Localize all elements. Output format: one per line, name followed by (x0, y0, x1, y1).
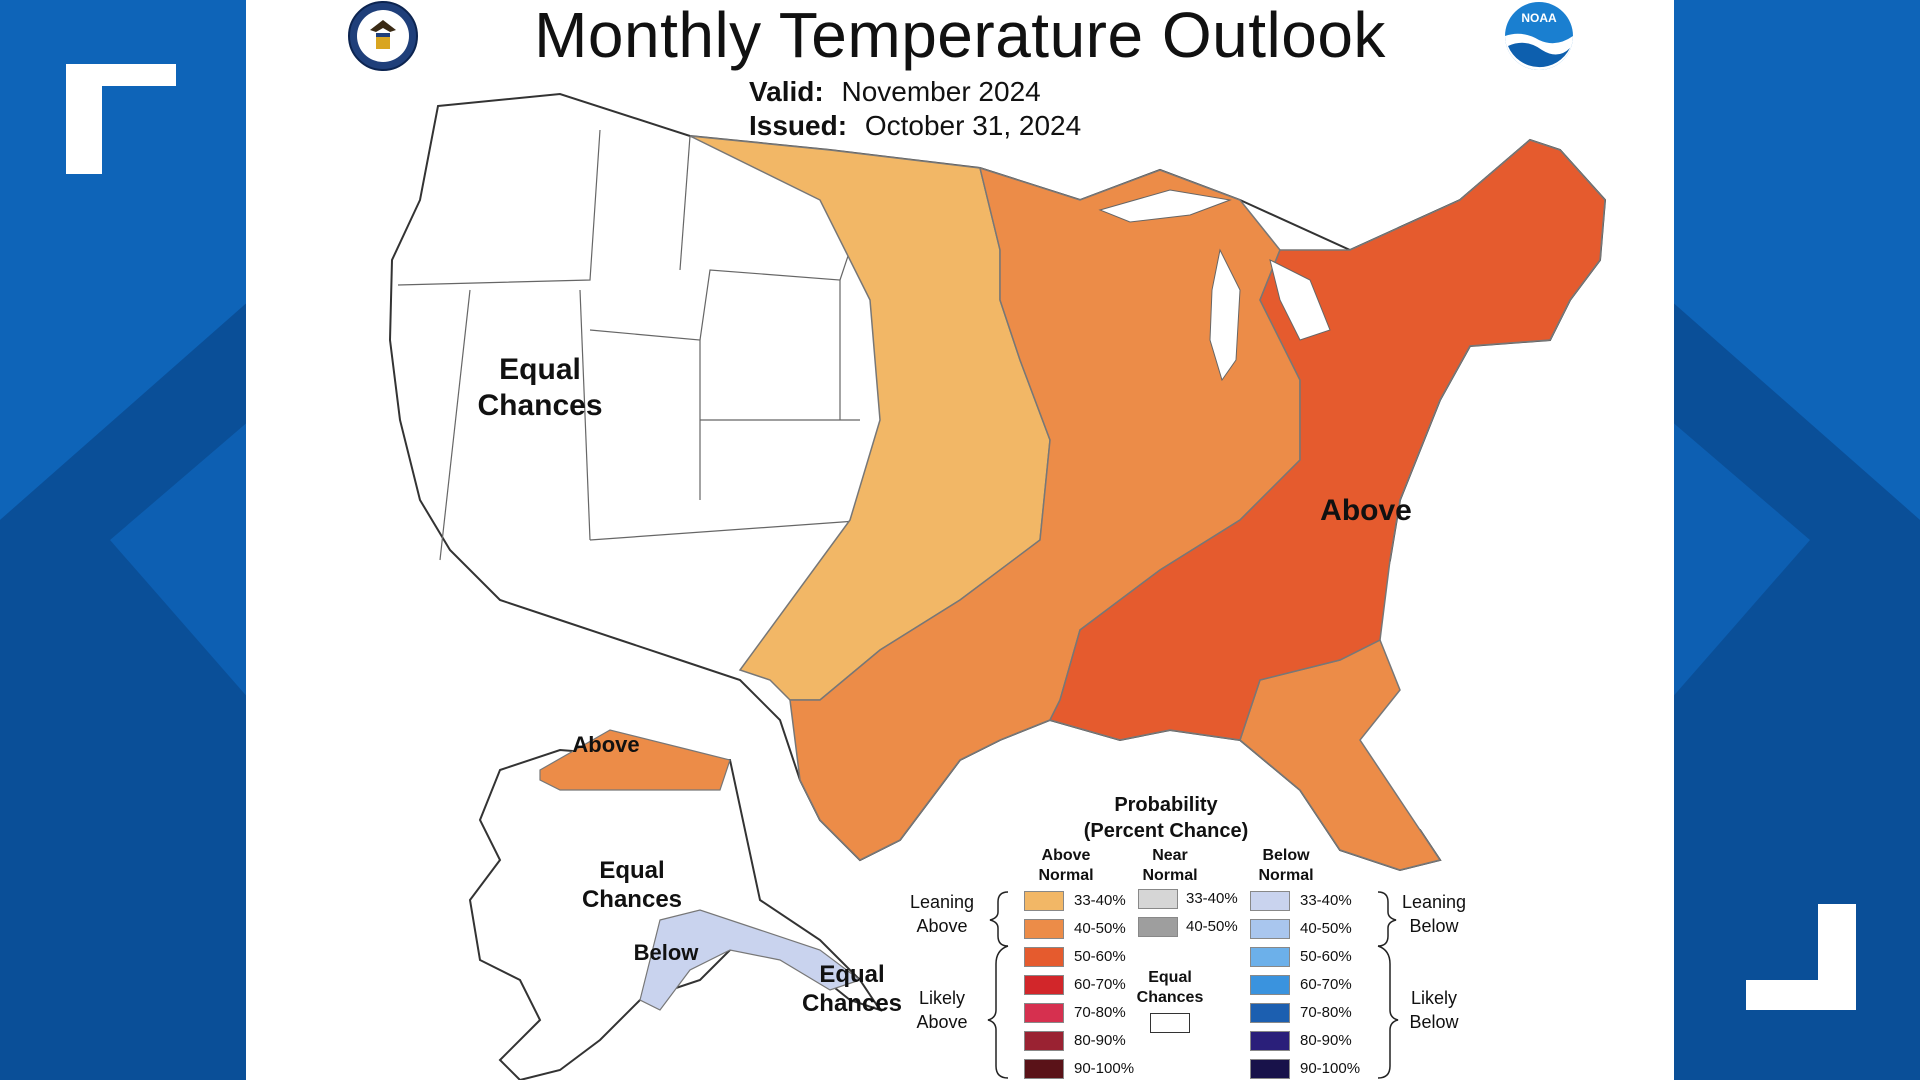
legend-equal-line2: Chances (1136, 989, 1204, 1006)
label-equal-chances-west: Equal Chances (460, 352, 620, 424)
valid-line: Valid: November 2024 (749, 76, 1041, 108)
legend-title: Probability (Percent Chance) (1066, 792, 1266, 844)
label-below-80-90: 80-90% (1300, 1032, 1352, 1049)
swatch-below-70-80 (1250, 1003, 1290, 1023)
swatch-below-90-100 (1250, 1059, 1290, 1079)
label-above-90-100: 90-100% (1074, 1060, 1135, 1077)
equal-chances-west-line2: Chances (477, 389, 603, 422)
noaa-logo-text: NOAA (1521, 11, 1557, 25)
outlook-panel: NOAA Monthly Temperature Outlook Valid: … (246, 0, 1674, 1080)
leaning-above-line2: Above (916, 916, 968, 936)
label-below-60-70: 60-70% (1300, 976, 1352, 993)
alaska-below-region (639, 909, 862, 1011)
corner-bracket-top-left-vertical (66, 64, 102, 174)
swatch-below-80-90 (1250, 1031, 1290, 1051)
commerce-seal-icon (348, 1, 418, 71)
se-equal-line2: Chances (801, 990, 903, 1017)
outlook-map (388, 92, 1607, 1080)
lake-superior (1098, 189, 1232, 223)
label-below-70-80: 70-80% (1300, 1004, 1352, 1021)
legend-title-line1: Probability (1114, 794, 1218, 816)
swatch-near-40-50 (1138, 917, 1178, 937)
legend-equal-chances: Equal Chances (1130, 968, 1210, 1008)
label-above-33-40: 33-40% (1074, 892, 1126, 909)
legend-leaning-above: Leaning Above (902, 890, 982, 938)
label-above-80-90: 80-90% (1074, 1032, 1126, 1049)
likely-above-line2: Above (916, 1012, 968, 1032)
likely-below-line1: Likely (1410, 988, 1458, 1008)
swatch-above-50-60 (1024, 947, 1064, 967)
col-below-line1: Below (1262, 847, 1310, 864)
swatch-above-60-70 (1024, 975, 1064, 995)
label-below-33-40: 33-40% (1300, 892, 1352, 909)
leaning-below-line1: Leaning (1401, 892, 1467, 912)
issued-line: Issued: October 31, 2024 (749, 110, 1081, 142)
right-background (1670, 0, 1920, 1080)
leaning-below-line2: Below (1409, 916, 1459, 936)
ak-equal-line1: Equal (599, 857, 665, 884)
label-above-60-70: 60-70% (1074, 976, 1126, 993)
legend-likely-above: Likely Above (902, 986, 982, 1034)
swatch-below-40-50 (1250, 919, 1290, 939)
legend-leaning-below: Leaning Below (1394, 890, 1474, 938)
noaa-logo-icon: NOAA (1505, 2, 1573, 70)
label-above-70-80: 70-80% (1074, 1004, 1126, 1021)
issued-value: October 31, 2024 (864, 110, 1082, 141)
label-above-40-50: 40-50% (1074, 920, 1126, 937)
left-background (0, 0, 250, 1080)
legend-braces (987, 891, 1399, 1079)
swatch-above-33-40 (1024, 891, 1064, 911)
swatch-below-33-40 (1250, 891, 1290, 911)
label-below-alaska: Below (633, 940, 699, 965)
swatch-above-90-100 (1024, 1059, 1064, 1079)
legend-col-above: Above Normal (1026, 846, 1106, 886)
swatch-below-50-60 (1250, 947, 1290, 967)
swatch-above-80-90 (1024, 1031, 1064, 1051)
lake-huron-erie (1269, 259, 1331, 341)
swatch-above-70-80 (1024, 1003, 1064, 1023)
alaska-above-region (539, 729, 731, 791)
col-near-line1: Near (1152, 847, 1188, 864)
col-near-line2: Normal (1142, 867, 1198, 884)
col-above-line1: Above (1041, 847, 1091, 864)
se-equal-line1: Equal (819, 961, 885, 988)
label-equal-chances-alaska: Equal Chances (572, 856, 692, 914)
likely-above-line1: Likely (918, 988, 966, 1008)
legend-col-below: Below Normal (1246, 846, 1326, 886)
legend-likely-below: Likely Below (1394, 986, 1474, 1034)
ak-equal-line2: Chances (581, 886, 683, 913)
corner-bracket-bottom-right-vertical (1818, 904, 1856, 1010)
page-title: Monthly Temperature Outlook (534, 0, 1386, 71)
issued-label: Issued: (749, 110, 848, 141)
label-above-alaska: Above (572, 732, 640, 757)
label-below-90-100: 90-100% (1300, 1060, 1361, 1077)
lake-michigan (1209, 248, 1241, 382)
valid-value: November 2024 (841, 76, 1041, 107)
label-below-50-60: 50-60% (1300, 948, 1352, 965)
leaning-above-line1: Leaning (909, 892, 975, 912)
swatch-near-33-40 (1138, 889, 1178, 909)
col-below-line2: Normal (1258, 867, 1314, 884)
valid-label: Valid: (749, 76, 824, 107)
swatch-equal-chances (1150, 1013, 1190, 1033)
swatch-above-40-50 (1024, 919, 1064, 939)
likely-below-line2: Below (1409, 1012, 1459, 1032)
legend-col-near: Near Normal (1130, 846, 1210, 886)
legend-title-line2: (Percent Chance) (1083, 820, 1249, 842)
label-near-33-40: 33-40% (1186, 890, 1238, 907)
label-above-50-60: 50-60% (1074, 948, 1126, 965)
equal-chances-west-line1: Equal (499, 353, 581, 386)
label-above-east: Above (1320, 494, 1412, 527)
label-below-40-50: 40-50% (1300, 920, 1352, 937)
region-above-50 (1048, 139, 1606, 741)
col-above-line2: Normal (1038, 867, 1094, 884)
swatch-below-60-70 (1250, 975, 1290, 995)
label-equal-chances-se-alaska: Equal Chances (792, 960, 912, 1018)
legend-equal-line1: Equal (1148, 969, 1192, 986)
label-near-40-50: 40-50% (1186, 918, 1238, 935)
